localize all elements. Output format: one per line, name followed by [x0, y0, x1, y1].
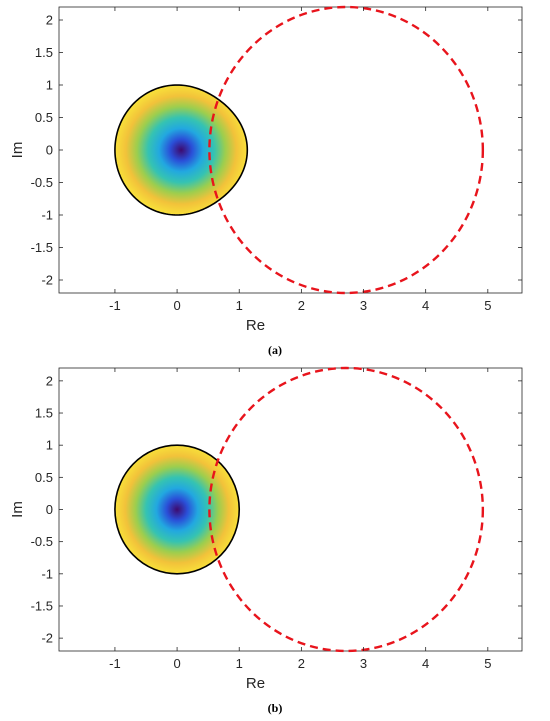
x-tick-label: -1 [109, 656, 121, 671]
x-tick-label: 1 [236, 298, 243, 313]
x-tick-label: 4 [422, 656, 429, 671]
caption-a: (a) [268, 343, 282, 357]
x-tick-label: 4 [422, 298, 429, 313]
y-tick-label: -1 [41, 566, 53, 581]
y-tick-label: 2 [46, 13, 53, 28]
x-axis-label: Re [246, 675, 265, 692]
y-tick-label: 0.5 [35, 470, 53, 485]
x-tick-label: 0 [173, 298, 180, 313]
x-tick-label: 3 [360, 298, 367, 313]
y-tick-label: 0 [46, 502, 53, 517]
y-tick-label: -1 [41, 208, 53, 223]
y-tick-label: 0.5 [35, 110, 53, 125]
x-tick-label: 2 [298, 656, 305, 671]
y-tick-label: -2 [41, 273, 53, 288]
y-tick-label: 1.5 [35, 406, 53, 421]
y-tick-label: -0.5 [31, 534, 53, 549]
dashed-circle-a [208, 5, 485, 295]
x-tick-label: -1 [109, 298, 121, 313]
x-tick-label: 5 [484, 656, 491, 671]
y-tick-label: -1.5 [31, 598, 53, 613]
stability-region-b [114, 444, 241, 575]
y-tick-label: 1.5 [35, 45, 53, 60]
figure-panel-a: -1 0 1 2 3 4 5 -2 -1.5 -1 -0.5 0 0.5 1 1.5 2 Re Im (a) [9, 5, 523, 357]
chart-a: -1 0 1 2 3 4 5 -2 -1.5 -1 -0.5 0 0.5 1 1.5 2 Re Im [9, 5, 523, 334]
figure-panel-b: -1 0 1 2 3 4 5 -2 -1.5 -1 -0.5 0 0.5 1 1.5 2 Re Im (b) [0, 362, 550, 721]
y-tick-label: 0 [46, 143, 53, 158]
y-axis-label: Im [9, 142, 26, 159]
y-tick-label: 1 [46, 438, 53, 453]
caption-b: (b) [267, 701, 283, 715]
y-tick-label: -0.5 [31, 175, 53, 190]
stability-region-a [114, 84, 249, 216]
x-tick-label: 2 [298, 298, 305, 313]
chart-b: -1 0 1 2 3 4 5 -2 -1.5 -1 -0.5 0 0.5 1 1.5 2 Re Im [9, 366, 523, 692]
x-tick-label: 1 [236, 656, 243, 671]
x-tick-label: 5 [484, 298, 491, 313]
y-tick-label: 2 [46, 373, 53, 388]
x-tick-label: 3 [360, 656, 367, 671]
y-tick-label: -2 [41, 631, 53, 646]
y-axis-label: Im [9, 501, 26, 518]
x-tick-label: 0 [173, 656, 180, 671]
y-tick-label: 1 [46, 78, 53, 93]
dashed-circle-b [208, 366, 485, 653]
x-axis-label: Re [246, 317, 265, 334]
y-tick-label: -1.5 [31, 240, 53, 255]
